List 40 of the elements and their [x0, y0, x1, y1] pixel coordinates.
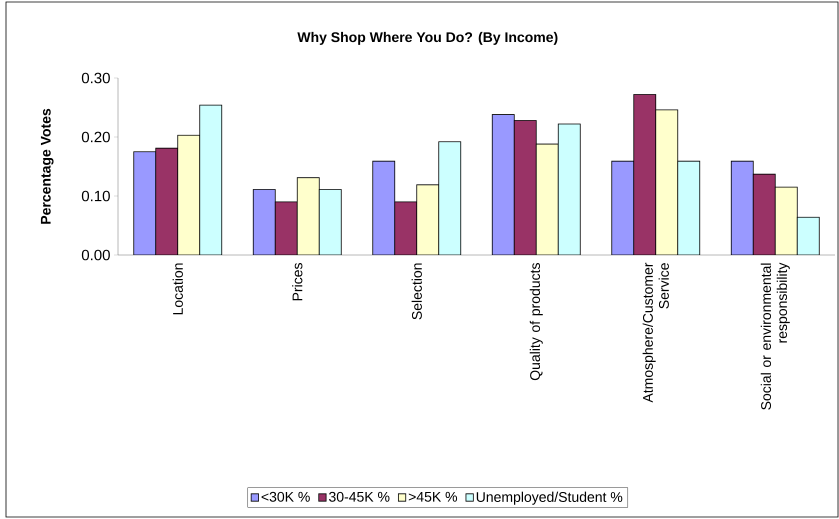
y-tick-label: 0.30	[82, 72, 110, 84]
bar	[655, 109, 678, 255]
x-tick-label: Quality of products	[530, 263, 543, 380]
bar	[730, 160, 754, 255]
bar	[372, 160, 396, 255]
bar	[274, 202, 298, 255]
bar	[558, 124, 581, 255]
bar	[155, 148, 178, 255]
chart-title: Why Shop Where You Do? (By Income)	[297, 32, 558, 45]
x-tick-label: Selection	[412, 263, 422, 320]
bar	[796, 216, 820, 255]
bar	[492, 114, 515, 255]
y-tick-label: 0.10	[82, 190, 110, 202]
y-tick-label: 0.20	[82, 132, 110, 142]
legend-label: Unemployed/Student %	[476, 492, 622, 505]
x-tick-label: Prices	[292, 263, 302, 300]
y-tick-label: 0.00	[82, 250, 110, 260]
legend-label: >45K %	[408, 492, 458, 502]
bar	[416, 184, 440, 255]
y-axis-title: Percentage Votes	[40, 108, 54, 224]
bar	[177, 134, 200, 255]
bar	[514, 120, 537, 255]
legend-label: 30-45K %	[329, 492, 390, 502]
bar	[752, 174, 776, 255]
bar	[394, 202, 418, 255]
bar	[318, 189, 342, 255]
bar	[199, 104, 222, 255]
bar	[252, 189, 276, 255]
bar	[296, 177, 320, 255]
bar	[611, 160, 634, 255]
bar	[677, 160, 700, 255]
legend-label: <30K %	[262, 492, 310, 502]
bar	[133, 151, 156, 255]
x-tick-label: Social or environmental responsibility	[760, 262, 790, 410]
bar	[438, 141, 462, 255]
bar	[536, 144, 559, 255]
bar	[633, 94, 656, 255]
x-tick-label: Location	[172, 263, 183, 314]
bar	[774, 186, 798, 255]
x-tick-label: Atmosphere/Customer Service	[642, 262, 669, 403]
